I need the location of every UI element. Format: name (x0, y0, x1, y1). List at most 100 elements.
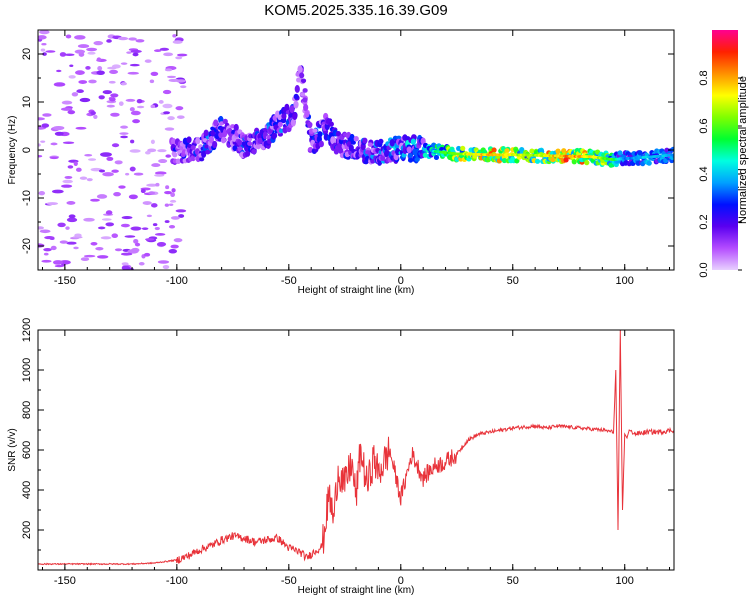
heatmap-noise-cell (170, 244, 179, 249)
heatmap-noise-cell (120, 125, 129, 129)
heatmap-noise-cell (95, 246, 104, 251)
heatmap-noise-cell (38, 117, 45, 121)
heatmap-ridge-cell (406, 146, 412, 154)
heatmap-noise-cell (150, 203, 158, 208)
heatmap-noise-cell (138, 262, 145, 266)
heatmap-noise-cell (164, 190, 172, 195)
heatmap-ridge-cell (333, 147, 339, 155)
heatmap-ridge-cell (410, 138, 416, 145)
spectrogram-x-tick-label: 100 (616, 275, 634, 287)
heatmap-noise-cell (64, 53, 75, 57)
heatmap-ridge-cell (318, 140, 324, 148)
heatmap-noise-cell (86, 178, 93, 182)
heatmap-noise-cell (69, 64, 74, 68)
heatmap-noise-cell (53, 82, 66, 87)
heatmap-ridge-cell (304, 110, 310, 118)
heatmap-noise-cell (90, 242, 98, 246)
heatmap-ridge-cell (245, 150, 251, 157)
heatmap-noise-cell (154, 233, 166, 236)
heatmap-noise-cell (128, 37, 137, 41)
heatmap-noise-cell (136, 105, 145, 109)
heatmap-noise-cell (57, 222, 66, 228)
heatmap-ridge-cell (389, 139, 395, 147)
heatmap-noise-cell (74, 35, 86, 40)
heatmap-noise-cell (80, 257, 90, 262)
heatmap-noise-cell (79, 176, 88, 180)
heatmap-noise-cell (140, 189, 146, 194)
spectrogram-y-axis-label: Frequency (Hz) (7, 116, 18, 185)
heatmap-ridge-cell (307, 121, 313, 129)
heatmap-noise-cell (61, 100, 73, 105)
snr-x-tick-label: -50 (281, 575, 297, 587)
heatmap-ridge-cell (349, 133, 355, 142)
heatmap-noise-cell (75, 126, 87, 130)
heatmap-ridge-cell (317, 131, 323, 138)
heatmap-noise-cell (46, 202, 59, 206)
heatmap-noise-cell (38, 243, 45, 248)
heatmap-ridge-cell (203, 129, 209, 137)
heatmap-noise-cell (42, 52, 47, 56)
snr-y-tick-label: 600 (21, 441, 33, 459)
heatmap-noise-cell (86, 47, 98, 52)
heatmap-noise-cell (96, 57, 102, 62)
heatmap-noise-cell (150, 139, 155, 145)
heatmap-noise-cell (107, 66, 117, 70)
heatmap-ridge-cell (550, 157, 556, 163)
heatmap-noise-cell (83, 217, 95, 222)
heatmap-noise-cell (96, 194, 108, 199)
heatmap-noise-cell (108, 80, 116, 84)
heatmap-noise-cell (97, 255, 109, 259)
heatmap-ridge-cell (213, 119, 219, 127)
heatmap-noise-cell (113, 192, 121, 197)
heatmap-noise-cell (84, 153, 93, 157)
heatmap-noise-cell (129, 63, 140, 67)
spectrogram-x-tick-label: 50 (507, 275, 519, 287)
heatmap-noise-cell (146, 183, 158, 187)
heatmap-noise-cell (59, 52, 67, 57)
heatmap-ridge-cell (299, 72, 305, 79)
heatmap-noise-cell (127, 249, 139, 254)
heatmap-ridge-cell (510, 156, 516, 162)
heatmap-noise-cell (100, 152, 112, 157)
heatmap-ridge-cell (282, 126, 288, 134)
heatmap-noise-cell (142, 201, 152, 205)
heatmap-ridge-cell (571, 159, 577, 165)
heatmap-noise-cell (132, 119, 140, 124)
heatmap-noise-cell (39, 30, 50, 35)
heatmap-noise-cell (50, 245, 57, 251)
heatmap-noise-cell (118, 185, 126, 189)
heatmap-noise-cell (52, 125, 65, 131)
colorbar-label: Normalized spectral amplitude (737, 76, 749, 224)
heatmap-ridge-cell (294, 85, 300, 93)
heatmap-ridge-cell (460, 145, 466, 152)
heatmap-noise-cell (68, 75, 76, 79)
heatmap-noise-cell (106, 39, 112, 43)
heatmap-ridge-cell (670, 146, 674, 152)
heatmap-noise-cell (109, 69, 119, 74)
heatmap-noise-cell (38, 154, 43, 158)
heatmap-noise-cell (38, 143, 41, 147)
heatmap-noise-cell (111, 169, 119, 173)
heatmap-ridge-cell (186, 136, 192, 144)
heatmap-noise-cell (105, 210, 113, 215)
heatmap-marks (38, 30, 674, 270)
heatmap-ridge-cell (205, 149, 211, 155)
heatmap-ridge-cell (293, 93, 299, 100)
heatmap-noise-cell (50, 142, 58, 146)
heatmap-ridge-cell (195, 136, 201, 145)
heatmap-noise-cell (172, 34, 177, 38)
heatmap-ridge-cell (303, 103, 309, 112)
colorbar-tick-label: 0.0 (698, 262, 710, 277)
heatmap-noise-cell (133, 172, 144, 176)
heatmap-noise-cell (164, 68, 173, 72)
heatmap-noise-cell (43, 247, 52, 252)
heatmap-noise-cell (130, 226, 142, 231)
heatmap-noise-cell (75, 70, 85, 75)
heatmap-ridge-cell (171, 138, 177, 146)
heatmap-ridge-cell (172, 152, 178, 158)
heatmap-noise-cell (102, 90, 112, 95)
heatmap-noise-cell (93, 114, 98, 119)
heatmap-noise-cell (158, 159, 168, 164)
heatmap-noise-cell (162, 265, 170, 270)
